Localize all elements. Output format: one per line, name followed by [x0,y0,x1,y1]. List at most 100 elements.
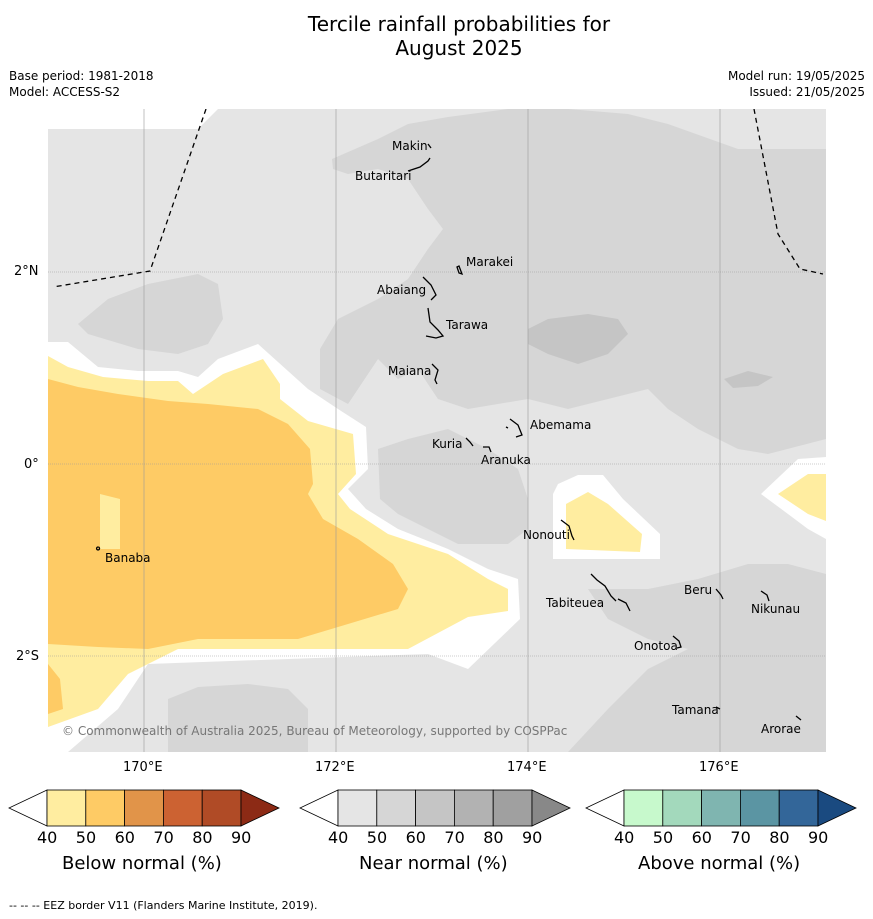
label-banaba: Banaba [105,551,151,565]
colorbar-tick-label: 60 [114,828,135,847]
meta-right: Model run: 19/05/2025 Issued: 21/05/2025 [728,68,865,100]
colorbar-segment [337,789,378,827]
model-run: Model run: 19/05/2025 [727,69,865,83]
colorbar-tick-label: 70 [153,828,174,847]
label-nikunau: Nikunau [751,602,801,616]
colorbar-segment [453,789,494,827]
title-line-1: Tercile rainfall probabilities for [307,12,611,36]
colorbar-tick-label: 90 [808,828,829,847]
island-butaritari [407,157,431,172]
colorbar-label-above: Above normal (%) [638,853,801,874]
colorbar-segment [662,789,702,827]
colorbar-segment [623,789,664,827]
title-line-2: August 2025 [395,36,523,60]
label-maiana: Maiana [388,364,432,378]
islands [95,143,802,721]
island-abaiang [422,276,437,301]
base-period: Base period: 1981-2018 [9,69,154,83]
label-abemama: Abemama [530,418,592,432]
map-area: Makin Butaritari Marakei Abaiang Tarawa … [48,109,826,752]
colorbar-extend-low [8,789,48,827]
near-normal-60-region-small [724,371,773,388]
colorbar-tick-label: 80 [483,828,504,847]
map-title: Tercile rainfall probabilities for Augus… [0,12,873,60]
colorbar-tick-label: 60 [405,828,426,847]
colorbar-extend-high [240,789,280,827]
colorbar-tick-label: 50 [366,828,388,847]
colorbar-segment [124,789,164,827]
colorbar-extend-low [585,789,625,827]
island-banaba [95,546,101,551]
colorbar-tick-label: 40 [37,828,58,847]
eez-border-west [52,109,207,288]
near-normal-50-region-southwest [168,684,308,752]
island-onotoa [672,635,682,649]
near-normal-50-region-south [378,429,528,544]
label-makin: Makin [392,139,428,153]
colorbar-tick-label: 40 [328,828,349,847]
island-kuria [465,437,474,447]
below-normal-40-region-east [566,492,642,552]
label-aranuka: Aranuka [481,453,531,467]
label-arorae: Arorae [761,722,801,736]
label-beru: Beru [684,583,713,597]
colorbar-extend-high [531,789,571,827]
colorbar-tick-label: 50 [75,828,97,847]
island-tarawa [425,307,445,339]
colorbar-extend-high [817,789,857,827]
eez-border-east [753,109,824,275]
colorbar-near-normal [299,789,571,827]
label-nonouti: Nonouti [523,528,570,542]
island-abemama [505,418,523,438]
label-abaiang: Abaiang [377,283,427,297]
meta-left: Base period: 1981-2018 Model: ACCESS-S2 [9,68,154,100]
lon-label-176e: 176°E [699,760,739,775]
issued-date: Issued: 21/05/2025 [749,85,865,99]
below-normal-50-region [48,379,408,709]
colorbar-tick-label: 80 [769,828,790,847]
island-nikunau [760,590,770,602]
island-arorae [795,715,802,721]
label-tabiteuea: Tabiteuea [546,596,605,610]
lat-label-0: 0° [24,457,39,472]
island-tamana [715,706,721,710]
colorbar-segment [376,789,416,827]
lat-label-2s: 2°S [16,649,40,664]
island-beru [715,588,724,600]
below-normal-40-region-far-east [778,474,826,521]
colorbar-segment [701,789,741,827]
eez-border [52,109,824,288]
footer-note: -- -- -- EEZ border V11 (Flanders Marine… [9,899,318,912]
colorbars [8,789,857,827]
colorbar-segment [46,789,87,827]
label-butaritari: Butaritari [355,169,412,183]
island-aranuka [483,446,492,453]
near-normal-60-region [528,314,628,364]
lon-label-172e: 172°E [315,760,355,775]
near-normal-50-region-west [78,274,223,354]
model-name: Model: ACCESS-S2 [9,85,121,99]
colorbar-label-below: Below normal (%) [62,853,222,874]
colorbar-extend-low [299,789,339,827]
near-normal-50-region-north [320,109,826,454]
colorbar-segment [201,789,242,827]
below-normal-edge-strip [48,664,63,714]
colorbar-segment [162,789,203,827]
island-makin [427,143,432,149]
label-kuria: Kuria [432,437,463,451]
colorbar-above-normal [585,789,857,827]
island-maiana [431,363,439,385]
gridlines [48,271,826,657]
label-onotoa: Onotoa [634,639,678,653]
island-nonouti [560,519,575,541]
label-tamana: Tamana [672,703,719,717]
colorbar-tick-label: 60 [691,828,712,847]
colorbar-below-normal [8,789,280,827]
near-normal-50-region-southeast [568,564,826,752]
label-tarawa: Tarawa [446,318,489,332]
colorbar-tick-label: 80 [192,828,213,847]
island-tabiteuea [590,573,631,612]
colorbar-segment [415,789,455,827]
island-marakei [456,265,464,276]
colorbar-tick-label: 70 [730,828,751,847]
